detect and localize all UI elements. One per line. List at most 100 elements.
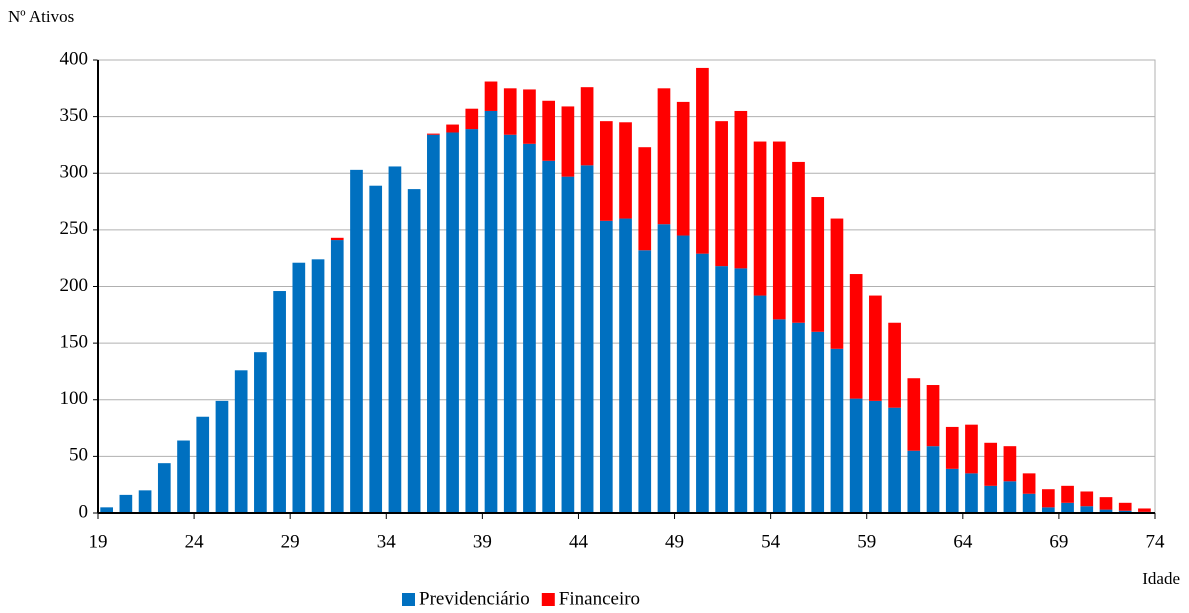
x-tick-label: 29 — [281, 531, 300, 552]
y-tick-label: 50 — [69, 445, 88, 466]
bar-segment — [753, 141, 767, 296]
bar-segment — [273, 291, 286, 513]
bar-segment — [427, 133, 440, 135]
bar-segment — [138, 490, 152, 513]
bar-segment — [619, 122, 632, 219]
bar-segment — [715, 121, 728, 267]
bar-segment — [945, 468, 959, 513]
bar-segment — [254, 352, 267, 513]
bar-segment — [753, 295, 767, 513]
bar-segment — [465, 108, 479, 130]
bar-segment — [234, 370, 248, 513]
bar-segment — [811, 331, 825, 513]
y-tick-label: 0 — [79, 501, 89, 522]
bar-segment — [215, 400, 229, 513]
bar-segment — [869, 295, 882, 401]
bar-segment — [542, 100, 556, 161]
x-tick-label: 74 — [1146, 531, 1166, 552]
bar-segment — [792, 322, 805, 513]
y-tick-label: 150 — [60, 331, 89, 352]
bar-segment — [830, 218, 844, 349]
bar-segment — [561, 106, 575, 177]
bar-segment — [369, 185, 383, 513]
bar-segment — [542, 160, 556, 514]
bar-segment — [561, 176, 575, 513]
bar-segment — [926, 385, 940, 447]
bar-segment — [888, 322, 901, 408]
bar-segment — [599, 220, 613, 513]
bar-segment — [734, 268, 748, 513]
x-tick-label: 19 — [89, 531, 108, 552]
bar-segment — [638, 250, 652, 513]
bar-segment — [446, 132, 459, 514]
bar-segment — [1041, 489, 1055, 508]
bar-segment — [1022, 473, 1036, 494]
bar-segment — [1061, 502, 1074, 513]
bar-segment — [811, 197, 825, 332]
bar-segment — [523, 89, 536, 144]
x-tick-label: 34 — [377, 531, 397, 552]
x-tick-label: 49 — [665, 531, 684, 552]
bar-segment — [696, 67, 709, 254]
y-tick-label: 250 — [60, 218, 89, 239]
y-axis-title: Nº Ativos — [8, 7, 74, 26]
bar-segment — [523, 143, 536, 513]
bar-segment — [311, 259, 325, 513]
bar-segment — [465, 129, 479, 513]
bar-segment — [292, 262, 306, 513]
bar-segment — [119, 494, 133, 513]
bar-segment — [1138, 508, 1151, 512]
bar-segment — [849, 398, 863, 513]
bar-segment — [734, 110, 748, 269]
bar-segment — [830, 348, 844, 513]
x-tick-label: 64 — [953, 531, 973, 552]
bar-segment — [503, 134, 517, 513]
legend-label: Previdenciário — [419, 588, 530, 609]
bar-segment — [657, 88, 671, 225]
bar-segment — [907, 378, 921, 451]
bar-segment — [1080, 506, 1094, 513]
bar-segment — [907, 450, 921, 513]
bar-segment — [1003, 481, 1017, 513]
bar-segment — [657, 224, 671, 513]
bar-segment — [849, 274, 863, 399]
bar-segment — [984, 485, 998, 513]
x-tick-label: 59 — [857, 531, 876, 552]
bar-segment — [1061, 485, 1074, 503]
bar-segment — [446, 124, 459, 133]
x-tick-label: 24 — [185, 531, 205, 552]
bar-segment — [100, 507, 113, 513]
bar-segment — [484, 81, 498, 111]
bar-segment — [350, 169, 363, 514]
x-tick-label: 54 — [761, 531, 781, 552]
y-tick-label: 200 — [60, 275, 89, 296]
bar-segment — [1041, 507, 1055, 513]
bar-segment — [580, 165, 594, 513]
bar-segment — [638, 147, 652, 251]
y-tick-label: 400 — [60, 48, 89, 69]
bar-segment — [696, 253, 709, 513]
bar-segment — [1003, 446, 1017, 482]
bar-segment — [869, 400, 882, 513]
bar-segment — [984, 442, 998, 486]
bar-segment — [619, 218, 632, 514]
bar-segment — [926, 446, 940, 513]
bar-segment — [1080, 491, 1094, 507]
bar-segment — [1118, 510, 1132, 513]
bar-segment — [676, 101, 690, 236]
bar-segment — [772, 141, 786, 320]
y-tick-label: 300 — [60, 162, 89, 183]
legend-swatch — [402, 593, 415, 606]
bar-segment — [503, 88, 517, 135]
bar-segment — [965, 424, 978, 474]
bar-segment — [1099, 509, 1113, 513]
bar-segment — [1099, 497, 1113, 510]
bar-segment — [599, 121, 613, 221]
x-tick-label: 39 — [473, 531, 492, 552]
x-tick-label: 44 — [569, 531, 589, 552]
legend-swatch — [541, 593, 555, 606]
bar-segment — [965, 473, 978, 513]
bar-segment — [388, 166, 402, 513]
bar-segment — [177, 440, 190, 513]
